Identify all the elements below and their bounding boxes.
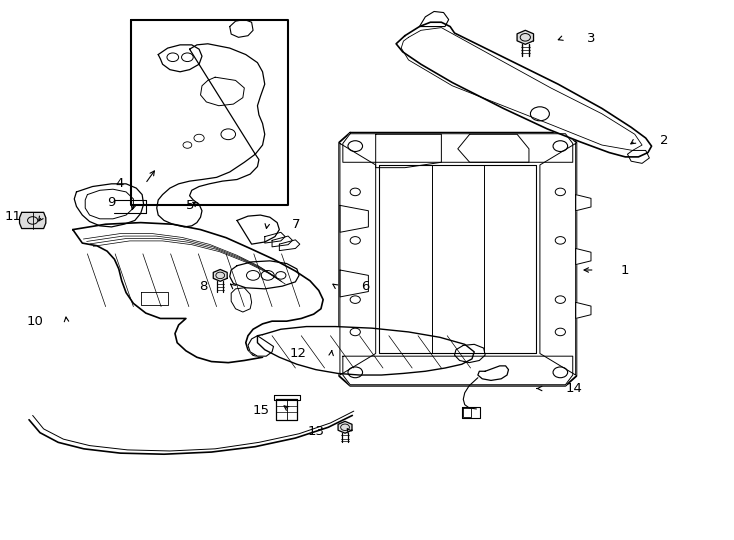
Text: 13: 13 [308,425,324,438]
Polygon shape [338,421,352,433]
Polygon shape [274,395,299,400]
Text: 14: 14 [565,382,582,395]
Polygon shape [463,408,470,417]
Text: 8: 8 [200,280,208,293]
Polygon shape [575,248,591,265]
Text: 1: 1 [620,264,629,276]
Polygon shape [517,30,534,44]
Polygon shape [343,134,573,163]
Polygon shape [159,45,202,72]
Polygon shape [575,194,591,211]
Polygon shape [74,184,144,227]
Polygon shape [265,232,286,243]
Polygon shape [230,261,299,289]
Polygon shape [340,144,376,375]
Polygon shape [396,22,652,157]
Polygon shape [277,399,297,420]
Polygon shape [419,11,448,26]
Text: 10: 10 [26,315,43,328]
Polygon shape [340,270,368,297]
Polygon shape [462,407,480,418]
Polygon shape [478,366,509,380]
Polygon shape [73,222,323,363]
Polygon shape [230,19,253,37]
Text: 9: 9 [106,196,115,209]
Polygon shape [339,133,576,386]
Polygon shape [340,205,368,232]
Polygon shape [379,165,537,354]
Polygon shape [343,356,573,384]
Text: 3: 3 [587,32,596,45]
Text: 12: 12 [289,347,306,360]
Polygon shape [200,77,244,106]
Polygon shape [258,327,474,375]
Polygon shape [20,212,46,228]
Polygon shape [157,44,265,227]
Polygon shape [272,236,292,247]
Text: 15: 15 [252,403,270,416]
Polygon shape [575,302,591,319]
Polygon shape [237,215,280,244]
Text: 5: 5 [186,199,195,212]
Polygon shape [540,144,575,375]
Text: 6: 6 [361,280,369,293]
Polygon shape [628,151,650,164]
Polygon shape [214,269,228,281]
Text: 2: 2 [661,134,669,147]
Polygon shape [376,134,441,167]
Polygon shape [280,240,299,251]
Text: 7: 7 [291,218,300,231]
Polygon shape [248,336,274,356]
Polygon shape [141,292,168,305]
Polygon shape [458,134,529,163]
Polygon shape [454,345,485,363]
Polygon shape [231,288,252,312]
Text: 11: 11 [4,210,22,222]
Text: 4: 4 [115,177,124,190]
